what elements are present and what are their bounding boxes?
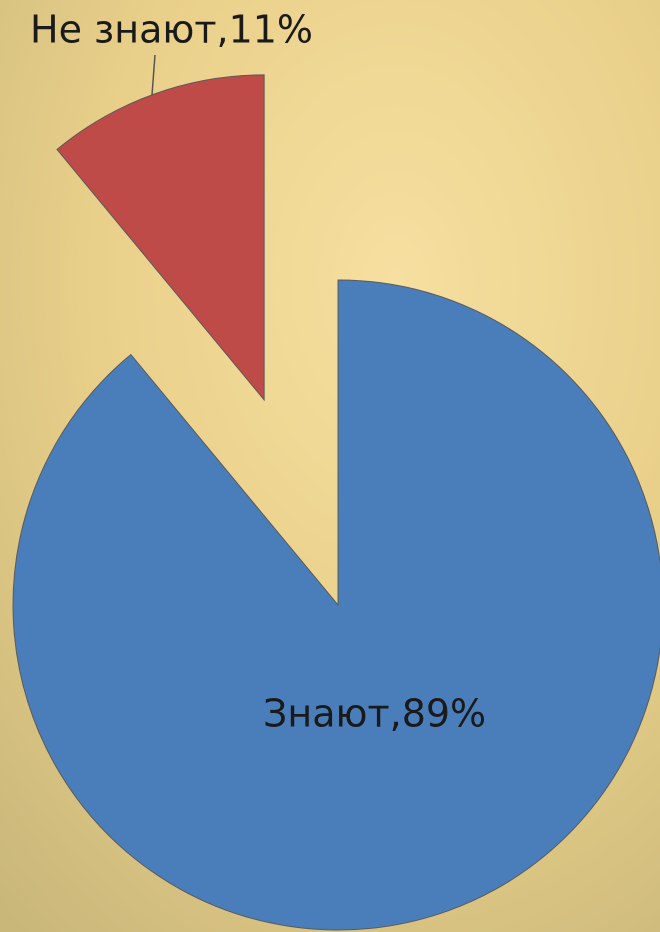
data-label: Знают,89%: [263, 692, 486, 736]
plot: Знают,89% Не знают,11%: [12, 8, 660, 931]
pie-slice: [56, 74, 265, 402]
pie-slice: [12, 279, 660, 931]
leader-line: [151, 54, 156, 96]
data-label: Не знают,11%: [30, 8, 313, 52]
